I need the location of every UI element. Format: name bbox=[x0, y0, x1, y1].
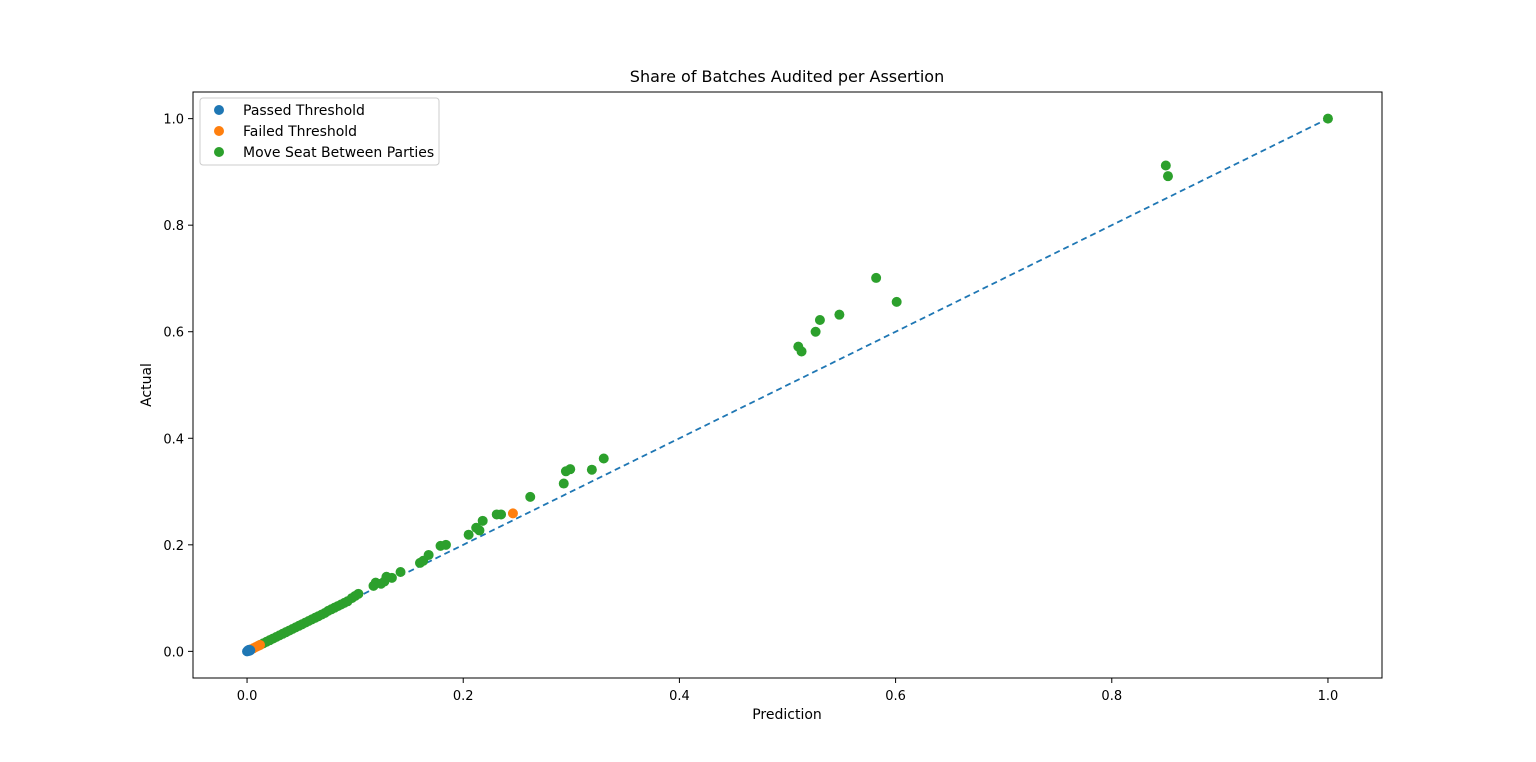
data-points-layer bbox=[242, 113, 1333, 657]
data-point-move-seat-48 bbox=[496, 509, 507, 520]
y-tick-label: 0.2 bbox=[163, 539, 184, 554]
data-point-move-seat-57 bbox=[810, 326, 821, 337]
legend-marker-failed bbox=[214, 126, 224, 136]
y-tick-label: 0.0 bbox=[163, 645, 184, 660]
y-tick-label: 0.6 bbox=[163, 326, 184, 341]
x-tick-label: 0.4 bbox=[669, 689, 690, 704]
data-point-move-seat-45 bbox=[474, 525, 485, 536]
data-point-move-seat-30 bbox=[353, 588, 364, 599]
reference-line bbox=[246, 117, 1329, 653]
x-axis-label: Prediction bbox=[752, 707, 822, 723]
legend-marker-move-seat bbox=[214, 147, 224, 157]
y-axis-ticks: 0.0 0.2 0.4 0.6 0.8 1.0 bbox=[163, 113, 193, 660]
legend-label-failed: Failed Threshold bbox=[243, 124, 357, 140]
x-tick-label: 0.8 bbox=[1101, 689, 1122, 704]
x-tick-label: 0.0 bbox=[237, 689, 258, 704]
legend-label-move-seat: Move Seat Between Parties bbox=[243, 145, 434, 161]
data-point-move-seat-59 bbox=[834, 309, 845, 320]
legend: Passed Threshold Failed Threshold Move S… bbox=[199, 97, 440, 166]
data-point-move-seat-40 bbox=[423, 549, 434, 560]
x-tick-label: 1.0 bbox=[1318, 689, 1339, 704]
data-point-move-seat-50 bbox=[558, 478, 569, 489]
chart-title: Share of Batches Audited per Assertion bbox=[630, 67, 944, 86]
x-tick-label: 0.2 bbox=[453, 689, 474, 704]
x-tick-label: 0.6 bbox=[885, 689, 906, 704]
data-point-move-seat-63 bbox=[1162, 171, 1173, 182]
legend-box bbox=[199, 97, 440, 166]
data-point-move-seat-46 bbox=[477, 515, 488, 526]
data-point-move-seat-43 bbox=[463, 529, 474, 540]
y-axis-label: Actual bbox=[139, 363, 155, 407]
data-point-failed-5 bbox=[507, 508, 518, 519]
y-tick-label: 1.0 bbox=[163, 113, 184, 128]
axes-layer bbox=[192, 91, 1383, 679]
data-point-move-seat-49 bbox=[525, 491, 536, 502]
y-tick-label: 0.4 bbox=[163, 432, 184, 447]
reference-line-layer bbox=[246, 117, 1329, 653]
x-axis-ticks: 0.0 0.2 0.4 0.6 0.8 1.0 bbox=[237, 678, 1339, 704]
data-point-move-seat-58 bbox=[814, 315, 825, 326]
legend-label-passed: Passed Threshold bbox=[243, 103, 365, 119]
legend-marker-passed bbox=[214, 105, 224, 115]
data-point-passed-5 bbox=[244, 644, 255, 655]
data-point-failed-4 bbox=[255, 639, 266, 650]
data-point-move-seat-62 bbox=[1160, 160, 1171, 171]
data-point-move-seat-60 bbox=[871, 272, 882, 283]
y-tick-label: 0.8 bbox=[163, 219, 184, 234]
data-point-move-seat-37 bbox=[395, 566, 406, 577]
data-point-move-seat-61 bbox=[891, 296, 902, 307]
data-point-move-seat-54 bbox=[598, 453, 609, 464]
data-point-move-seat-64 bbox=[1322, 113, 1333, 124]
data-point-move-seat-53 bbox=[586, 464, 597, 475]
data-point-move-seat-56 bbox=[796, 346, 807, 357]
data-point-move-seat-36 bbox=[386, 572, 397, 583]
plot-frame bbox=[192, 91, 1383, 679]
data-point-move-seat-52 bbox=[565, 464, 576, 475]
data-point-move-seat-42 bbox=[440, 539, 451, 550]
